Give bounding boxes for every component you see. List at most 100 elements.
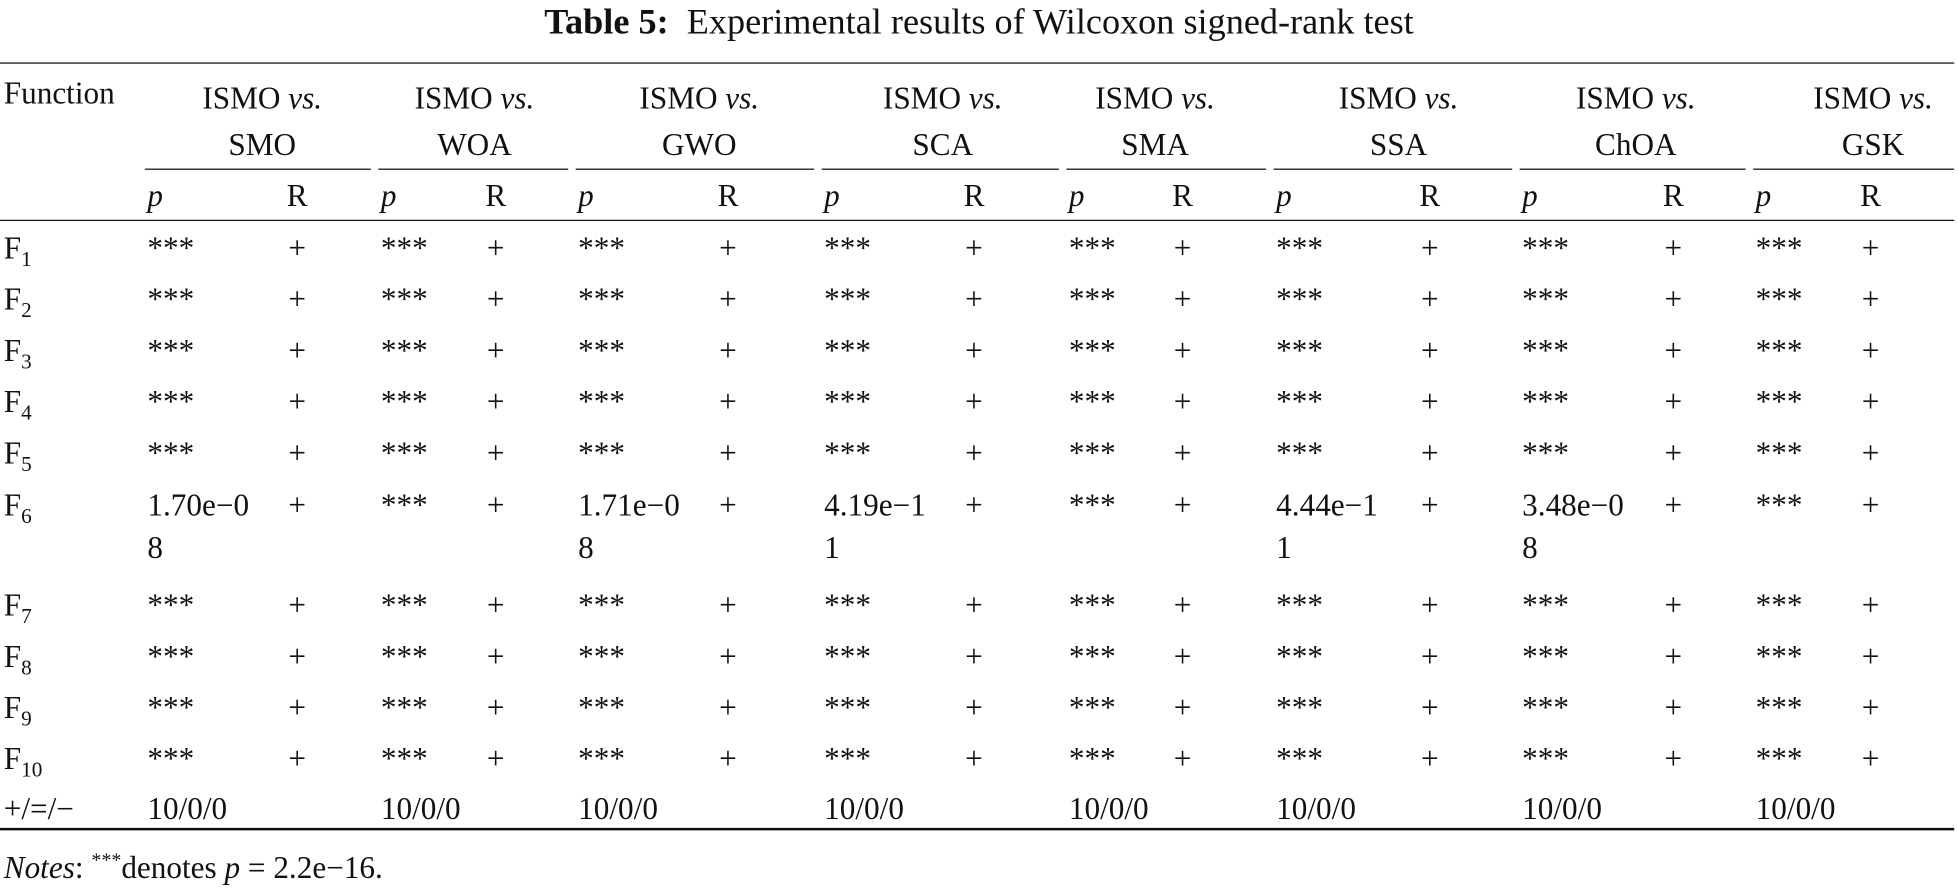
group-vs: vs.	[1181, 82, 1215, 117]
function-sub: 4	[21, 400, 32, 425]
r-value: +	[1420, 283, 1439, 318]
r-value: +	[1173, 691, 1192, 726]
top-rule	[0, 62, 1955, 64]
group-vs: vs.	[725, 82, 760, 117]
group-header: ISMO vs. SMA	[1030, 76, 1280, 168]
p-value: ***	[380, 334, 428, 369]
p-value: ***	[824, 283, 871, 318]
r-value: +	[719, 489, 737, 524]
p-value: ***	[1755, 385, 1803, 420]
p-value: ***	[1755, 437, 1803, 471]
p-value: ***	[1276, 232, 1323, 266]
p-value: ***	[824, 691, 871, 726]
group-header: ISMO vs. ChOA	[1511, 76, 1761, 168]
function-base: F	[3, 437, 22, 471]
r-value: +	[965, 385, 983, 420]
group-rule	[821, 168, 1059, 170]
r-value: +	[288, 437, 306, 471]
group-line: ISMO vs.	[137, 76, 387, 122]
p-value: ***	[380, 283, 428, 318]
p-value: ***	[1276, 437, 1323, 471]
r-value: +	[719, 334, 737, 369]
group-first: ISMO	[1095, 82, 1174, 117]
sub-header-r: R	[1662, 179, 1684, 214]
p-value: ***	[1755, 334, 1803, 369]
p-value: ***	[147, 437, 195, 471]
r-value: +	[288, 232, 306, 266]
r-value: +	[486, 691, 505, 726]
caption-text: Experimental results of Wilcoxon signed-…	[686, 2, 1414, 43]
p-value: ***	[824, 334, 871, 369]
p-value: ***	[147, 589, 195, 624]
notes-stars: ***	[91, 850, 122, 872]
p-value: ***	[1522, 742, 1569, 777]
r-value: +	[288, 640, 306, 675]
r-value: +	[486, 283, 505, 318]
group-line: ISMO vs.	[574, 76, 824, 122]
p-value: 3.48e−08	[1522, 489, 1624, 566]
summary-value: 10/0/0	[380, 792, 461, 827]
r-value: +	[486, 489, 505, 524]
p-value: ***	[1068, 589, 1116, 624]
r-value: +	[1173, 437, 1192, 471]
p-value: ***	[1755, 742, 1803, 777]
p-value: ***	[1068, 437, 1116, 471]
group-header: ISMO vs. WOA	[350, 76, 600, 168]
sub-header-p: p	[824, 179, 840, 214]
r-value: +	[1861, 283, 1880, 318]
p-value: ***	[1068, 232, 1116, 266]
r-value: +	[1664, 640, 1683, 675]
group-header: ISMO vs. SCA	[818, 76, 1068, 168]
p-value: ***	[380, 385, 428, 420]
p-value: 1.71e−08	[578, 489, 680, 566]
sub-header-p: p	[380, 179, 397, 214]
function-label: F9	[4, 691, 32, 738]
p-value: ***	[147, 232, 195, 266]
r-value: +	[486, 742, 505, 777]
r-value: +	[719, 742, 737, 777]
r-value: +	[719, 385, 737, 420]
p-value: ***	[147, 640, 195, 675]
p-value: ***	[824, 232, 871, 266]
sub-header-r: R	[1419, 179, 1441, 214]
r-value: +	[1861, 437, 1880, 471]
function-label: F4	[4, 385, 32, 432]
sub-header-r: R	[1172, 179, 1193, 214]
r-value: +	[1420, 589, 1439, 624]
r-value: +	[1861, 385, 1880, 420]
r-value: +	[288, 691, 306, 726]
notes-rest: = 2.2e−16.	[247, 852, 383, 886]
summary-value: 10/0/0	[824, 792, 904, 827]
r-value: +	[1861, 489, 1880, 524]
p-value: ***	[578, 385, 625, 420]
r-value: +	[719, 691, 737, 726]
p-value: ***	[824, 437, 871, 471]
group-first: ISMO	[202, 82, 281, 117]
function-sub: 2	[21, 298, 32, 323]
r-value: +	[1664, 385, 1683, 420]
function-label: F3	[4, 333, 32, 380]
function-label: F6	[4, 488, 32, 535]
p-value: ***	[1068, 489, 1116, 524]
r-value: +	[965, 589, 983, 624]
p-value: ***	[1755, 489, 1803, 524]
p-value: ***	[578, 232, 625, 266]
p-value: ***	[380, 589, 428, 624]
group-second: GSK	[1841, 128, 1905, 163]
group-second: SCA	[912, 128, 974, 163]
r-value: +	[1420, 437, 1439, 471]
summary-value: 10/0/0	[578, 792, 658, 827]
group-first: ISMO	[1813, 82, 1892, 117]
r-value: +	[965, 640, 983, 675]
r-value: +	[1173, 742, 1192, 777]
p-value: ***	[578, 691, 625, 726]
function-sub: 8	[21, 655, 32, 680]
r-value: +	[965, 334, 983, 369]
r-value: +	[486, 640, 505, 675]
r-value: +	[1664, 489, 1683, 524]
group-line: ISMO vs.	[1274, 76, 1524, 122]
r-value: +	[965, 691, 983, 726]
r-value: +	[1861, 640, 1880, 675]
p-value: 4.44e−11	[1276, 489, 1378, 566]
sub-header-r: R	[1860, 179, 1881, 214]
